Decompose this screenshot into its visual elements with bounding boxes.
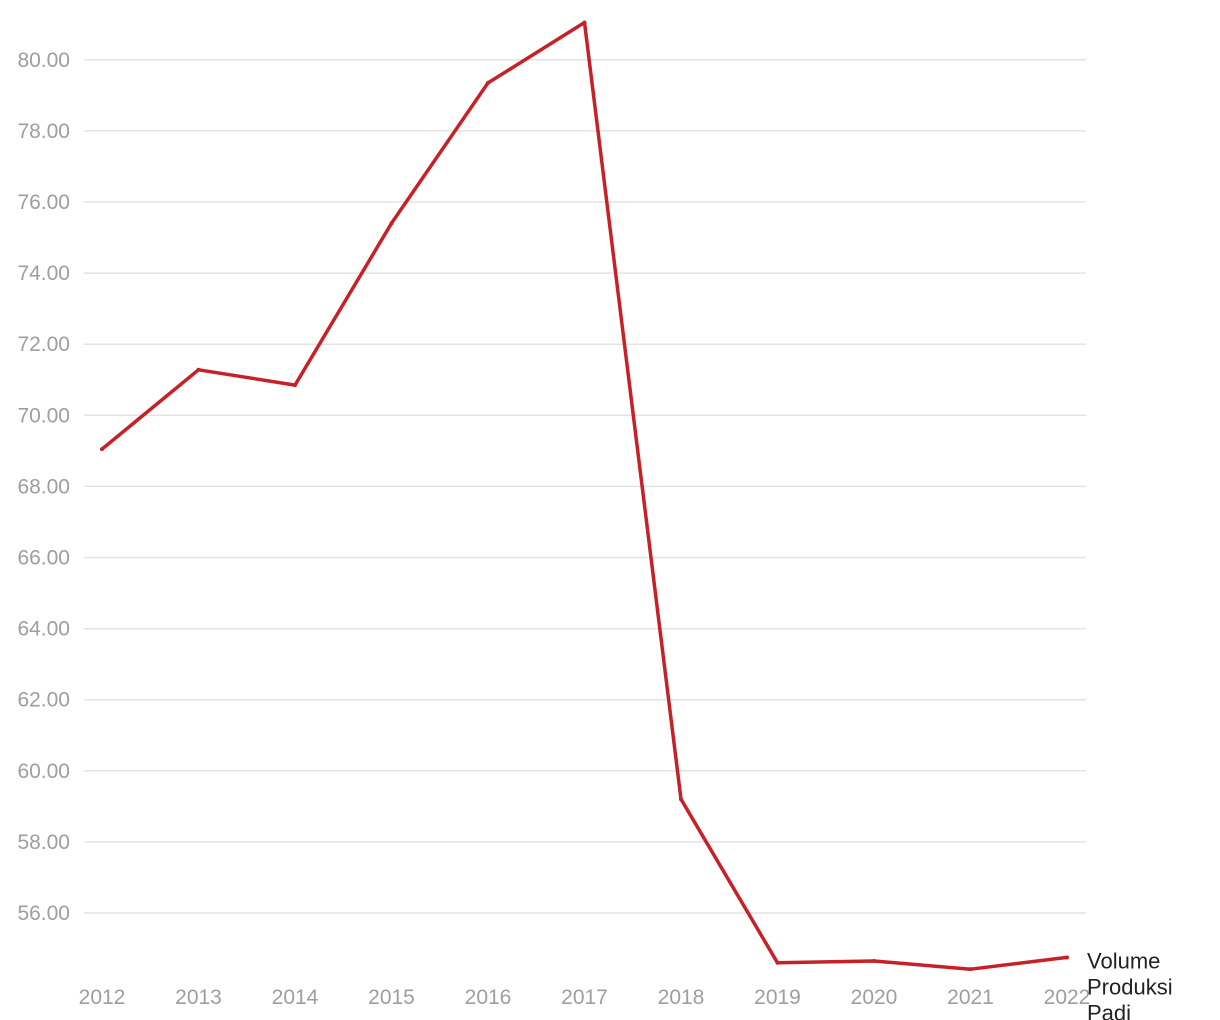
data-point [582, 20, 587, 25]
y-tick-label: 78.00 [17, 120, 70, 143]
data-point [293, 383, 297, 388]
y-tick-label: 60.00 [17, 760, 70, 783]
series-name-label: Volume Produksi Padi [1087, 948, 1173, 1020]
series-line [100, 20, 1069, 971]
data-point [775, 960, 780, 965]
y-tick-label: 56.00 [17, 902, 70, 925]
data-point [100, 447, 104, 452]
series-end-labels: Volume Produksi Padi [1087, 948, 1173, 1020]
x-tick-label: 2019 [754, 986, 801, 1009]
data-point [679, 797, 683, 802]
x-tick-label: 2013 [175, 986, 222, 1009]
data-point [1065, 955, 1069, 960]
data-point [872, 958, 876, 963]
series-lines [100, 20, 1069, 972]
x-tick-label: 2020 [851, 986, 898, 1009]
x-tick-label: 2022 [1044, 986, 1091, 1009]
y-tick-label: 72.00 [17, 333, 70, 356]
x-tick-label: 2015 [368, 986, 415, 1009]
x-tick-label: 2018 [658, 986, 705, 1009]
x-tick-label: 2016 [465, 986, 512, 1009]
x-axis-tick-labels: 2012 2013 2014 2015 2016 2017 2018 2019 2020 2021… [79, 986, 1091, 1009]
y-tick-label: 76.00 [17, 191, 70, 214]
y-tick-label: 66.00 [17, 547, 70, 570]
y-tick-label: 68.00 [17, 475, 70, 498]
data-point [196, 367, 201, 372]
y-gridlines [84, 59, 1086, 914]
x-tick-label: 2021 [947, 986, 994, 1009]
data-point [968, 967, 973, 972]
x-tick-label: 2012 [79, 986, 126, 1009]
data-point [486, 80, 490, 85]
x-tick-label: 2017 [561, 986, 608, 1009]
data-point [389, 221, 394, 226]
x-tick-label: 2014 [272, 986, 319, 1009]
y-tick-label: 80.00 [17, 49, 70, 72]
y-tick-label: 74.00 [17, 262, 70, 285]
y-tick-label: 58.00 [17, 831, 70, 854]
y-tick-label: 70.00 [17, 404, 70, 427]
y-tick-label: 62.00 [17, 689, 70, 712]
y-tick-label: 64.00 [17, 618, 70, 641]
y-axis-tick-labels: 56.00 58.00 60.00 62.00 64.00 66.00 68.00 70.00… [17, 49, 70, 925]
